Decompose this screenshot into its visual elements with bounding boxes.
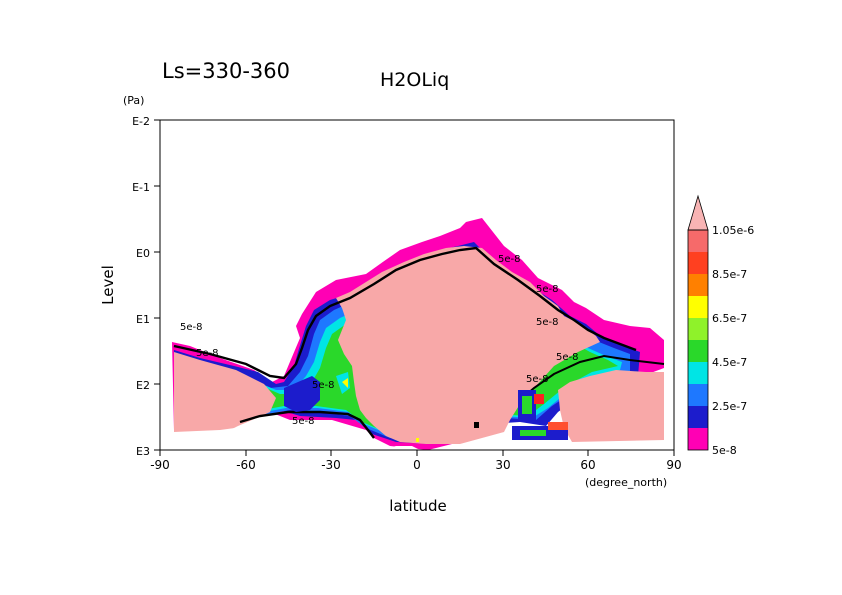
y-tick-label: E-1	[132, 181, 150, 194]
x-tick-label: 90	[666, 458, 681, 472]
mask-left-lower	[174, 358, 272, 428]
x-tick-label: 30	[495, 458, 510, 472]
contour-label: 5e-8	[556, 352, 579, 363]
colorbar-swatch	[688, 384, 708, 406]
colorbar-extend-arrow	[687, 194, 709, 231]
contour-lines-right	[519, 354, 665, 401]
small-black-spot	[474, 422, 479, 428]
contour-lines-black	[173, 246, 637, 380]
x-tick-label: 0	[413, 458, 421, 472]
chart-title: H2OLiq	[380, 69, 449, 91]
colorbar-swatch	[688, 230, 708, 252]
contour-label: 5e-8	[180, 322, 203, 333]
colorbar-swatch	[688, 252, 708, 274]
colorbar-swatch	[688, 428, 708, 450]
x-tick-label: -60	[236, 458, 256, 472]
colorbar-swatch	[688, 340, 708, 362]
mask-main	[336, 246, 600, 444]
pocket-left-yellow	[342, 378, 348, 388]
contour-field	[172, 218, 665, 450]
y-unit: (Pa)	[123, 94, 144, 107]
x-tick-label: 60	[580, 458, 595, 472]
contour-label: 5e-8	[498, 254, 521, 265]
colorbar-swatch	[688, 406, 708, 428]
y-tick-label: E2	[136, 379, 150, 392]
colorbar-label: 6.5e-7	[712, 312, 747, 325]
contour-label: 5e-8	[312, 380, 335, 391]
y-tick-label: E1	[136, 313, 150, 326]
colorbar-label: 2.5e-7	[712, 400, 747, 413]
contour-label: 5e-8	[526, 374, 549, 385]
contour-label: 5e-8	[292, 416, 315, 427]
contour-lines-black-lower	[239, 410, 375, 439]
colorbar-label: 5e-8	[712, 444, 737, 457]
pocket-right-green	[522, 396, 532, 414]
colorbar-frame	[687, 229, 709, 451]
x-axis: -90 -60 -30 0 30 60 90 (degree_north) la…	[150, 450, 682, 515]
pocket-right-red	[534, 394, 544, 404]
y-tick-label: E3	[136, 445, 150, 458]
contour-label: 5e-8	[196, 348, 219, 359]
white-gap-mid	[380, 446, 420, 450]
colorbar: 5e-8 2.5e-7 4.5e-7 6.5e-7 8.5e-7 1.05e-6	[687, 194, 754, 457]
mask-right	[558, 370, 664, 442]
colorbar-swatch	[688, 274, 708, 296]
colorbar-label: 1.05e-6	[712, 224, 754, 237]
contour-labels: 5e-8 5e-8 5e-8 5e-8 5e-8 5e-8 5e-8 5e-8 …	[180, 254, 579, 427]
colorbar-label: 8.5e-7	[712, 268, 747, 281]
small-yellow-spot	[416, 438, 419, 442]
colorbar-swatch	[688, 362, 708, 384]
pocket-left-navy	[284, 376, 320, 412]
pocket-bottom-orange	[548, 422, 568, 430]
colorbar-swatch	[688, 318, 708, 340]
x-axis-label: latitude	[389, 497, 447, 515]
colorbar-swatch	[688, 296, 708, 318]
y-tick-label: E-2	[132, 115, 150, 128]
white-gap-left	[174, 422, 380, 450]
period-label: Ls=330-360	[162, 59, 290, 83]
x-tick-label: -90	[150, 458, 170, 472]
contour-label: 5e-8	[536, 317, 559, 328]
colorbar-label: 4.5e-7	[712, 356, 747, 369]
x-unit: (degree_north)	[585, 476, 667, 489]
y-axis: E-2 E-1 E0 E1 E2 E3 Level	[99, 115, 160, 458]
contour-label: 5e-8	[536, 284, 559, 295]
pocket-bottom-green	[520, 430, 546, 436]
x-tick-label: -30	[321, 458, 341, 472]
y-tick-label: E0	[136, 247, 150, 260]
y-axis-label: Level	[99, 265, 117, 305]
